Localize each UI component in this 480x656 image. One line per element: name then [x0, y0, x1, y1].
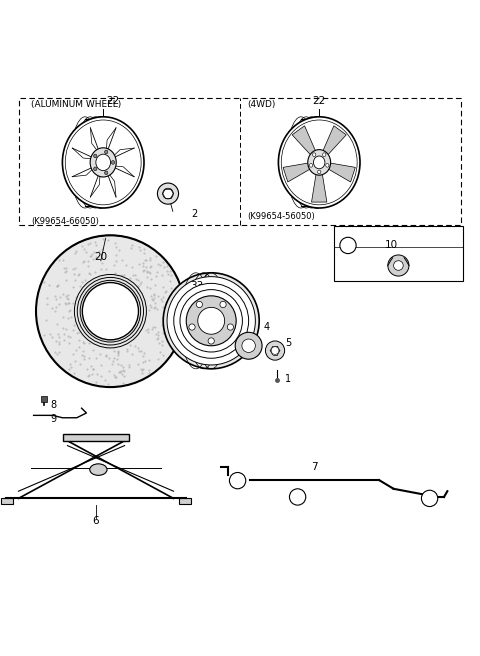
Ellipse shape [313, 156, 325, 169]
Bar [334, 226, 463, 281]
Ellipse shape [394, 260, 403, 270]
Bar [1, 499, 13, 504]
Bar [63, 434, 129, 441]
Ellipse shape [318, 170, 321, 174]
Ellipse shape [174, 283, 249, 358]
Text: 22: 22 [106, 96, 120, 106]
Ellipse shape [189, 324, 195, 330]
Text: 8: 8 [50, 400, 57, 410]
Text: 22: 22 [312, 96, 326, 106]
Text: 6: 6 [93, 516, 99, 526]
Ellipse shape [220, 301, 226, 308]
Ellipse shape [105, 171, 108, 174]
Polygon shape [327, 163, 355, 182]
Ellipse shape [167, 277, 255, 365]
Ellipse shape [90, 464, 107, 476]
Text: 20: 20 [94, 252, 108, 262]
Text: 1: 1 [285, 375, 291, 384]
Ellipse shape [312, 153, 316, 157]
Text: a: a [427, 494, 432, 503]
Ellipse shape [289, 489, 306, 505]
Text: a: a [295, 493, 300, 501]
Ellipse shape [62, 117, 144, 208]
Ellipse shape [90, 148, 116, 177]
Ellipse shape [111, 161, 115, 164]
Text: (K99654-66050): (K99654-66050) [31, 217, 99, 226]
Ellipse shape [105, 150, 108, 154]
Ellipse shape [340, 237, 356, 254]
Ellipse shape [388, 255, 409, 276]
Text: 4: 4 [264, 322, 269, 332]
Ellipse shape [229, 472, 246, 489]
Polygon shape [283, 163, 312, 182]
Text: 9: 9 [50, 414, 57, 424]
Ellipse shape [227, 324, 233, 330]
Ellipse shape [186, 296, 236, 346]
Ellipse shape [157, 183, 179, 204]
Bar [19, 98, 461, 225]
Ellipse shape [94, 167, 97, 171]
Ellipse shape [235, 333, 262, 359]
Ellipse shape [271, 347, 279, 354]
Ellipse shape [278, 117, 360, 208]
Text: 7: 7 [311, 462, 318, 472]
Ellipse shape [83, 283, 139, 340]
Ellipse shape [94, 154, 97, 158]
Ellipse shape [421, 490, 438, 506]
Ellipse shape [326, 163, 329, 167]
Text: 5: 5 [285, 338, 291, 348]
Bar [179, 499, 191, 504]
Ellipse shape [310, 163, 312, 167]
Ellipse shape [265, 341, 285, 360]
Text: (K99654-56050): (K99654-56050) [247, 212, 315, 220]
Ellipse shape [96, 154, 110, 171]
Ellipse shape [308, 150, 331, 175]
Text: a: a [346, 241, 350, 250]
Ellipse shape [163, 273, 259, 369]
Polygon shape [322, 126, 346, 156]
Text: (4WD): (4WD) [247, 100, 276, 110]
Text: 33: 33 [190, 281, 204, 291]
Ellipse shape [163, 188, 173, 199]
Ellipse shape [180, 289, 242, 352]
Ellipse shape [208, 338, 214, 344]
Text: (ALUMINUM WHEEL): (ALUMINUM WHEEL) [31, 100, 121, 110]
Polygon shape [292, 126, 316, 156]
Ellipse shape [196, 301, 203, 308]
Text: 10: 10 [384, 241, 398, 251]
Ellipse shape [198, 308, 225, 335]
Ellipse shape [36, 236, 185, 387]
Text: 2: 2 [191, 209, 198, 218]
Text: a: a [235, 476, 240, 485]
Polygon shape [312, 173, 327, 202]
Ellipse shape [323, 153, 326, 157]
Ellipse shape [242, 339, 255, 352]
